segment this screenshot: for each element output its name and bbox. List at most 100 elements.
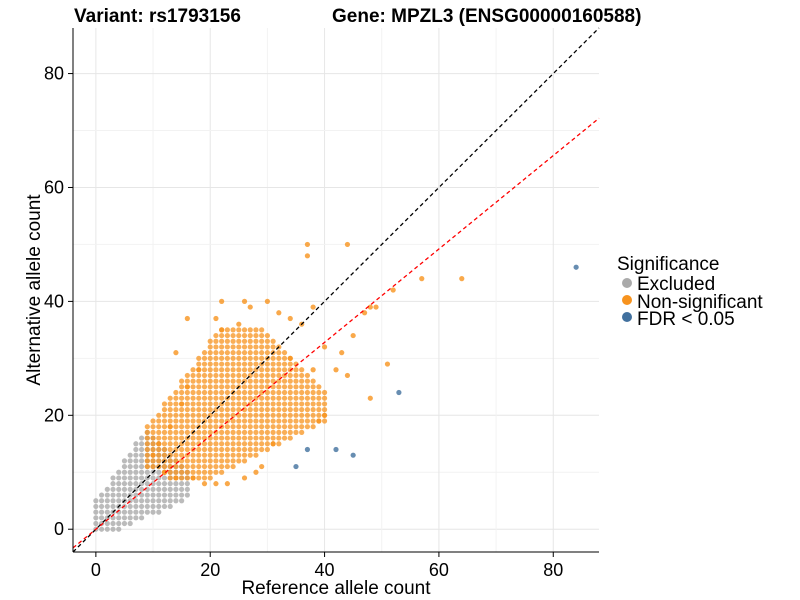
non-significant-point [236,441,242,447]
non-significant-point [213,395,219,401]
excluded-point [156,509,162,515]
excluded-point [110,475,116,481]
non-significant-point [224,435,230,441]
non-significant-point [201,372,208,379]
non-significant-point [241,384,248,390]
non-significant-point [213,350,219,356]
excluded-point [116,498,122,504]
non-significant-point [207,458,213,464]
non-significant-point [213,424,219,430]
non-significant-point [190,452,196,458]
excluded-point [98,526,105,532]
non-significant-point [196,378,202,384]
non-significant-point [241,441,248,447]
non-significant-point [276,355,282,361]
excluded-point [127,509,133,515]
non-significant-point [253,435,259,441]
non-significant-point [253,389,259,396]
non-significant-point [310,401,316,407]
non-significant-point [173,407,179,413]
non-significant-point [241,332,248,339]
non-significant-point [304,389,311,396]
non-significant-point [230,344,236,350]
non-significant-point [196,458,202,464]
non-significant-point [167,395,173,401]
non-significant-point [224,372,230,379]
non-significant-point [236,344,242,350]
non-significant-point [213,429,219,435]
non-significant-point [264,372,270,379]
non-significant-point [264,389,270,396]
non-significant-point [190,384,196,390]
non-significant-point [196,407,202,413]
non-significant-point [201,367,208,373]
non-significant-point [259,412,265,418]
non-significant-point [270,435,276,441]
excluded-point [98,498,105,504]
non-significant-point [207,389,213,396]
non-significant-point [219,407,225,413]
excluded-point [93,498,99,504]
excluded-point [184,481,190,487]
non-significant-point [196,372,202,379]
non-significant-point [281,429,288,435]
non-significant-point [144,446,150,453]
non-significant-point [230,355,236,361]
non-significant-point [270,338,276,344]
non-significant-point [259,446,265,453]
non-significant-point [264,361,270,367]
non-significant-point [236,458,242,464]
fdr-point [396,389,402,396]
non-significant-point [293,401,299,407]
non-significant-point [224,367,230,373]
non-significant-point [259,378,265,384]
non-significant-point [201,378,208,384]
y-axis-title: Alternative allele count [24,194,45,386]
non-significant-point [259,332,265,339]
non-significant-point [201,429,208,435]
non-significant-point [184,424,190,430]
non-significant-point [196,384,202,390]
non-significant-point [230,446,236,453]
non-significant-point [219,469,225,475]
non-significant-point [299,395,305,401]
non-significant-point [201,424,208,430]
non-significant-point [270,441,276,447]
non-significant-point [276,384,282,390]
excluded-point [150,492,156,498]
legend-label-fdr: FDR < 0.05 [637,309,735,330]
non-significant-point [144,458,150,464]
excluded-point [127,463,133,470]
non-significant-point [384,361,391,367]
non-significant-point [213,441,219,447]
non-significant-point [247,332,253,339]
non-significant-point [230,452,236,458]
non-significant-point [247,338,253,344]
excluded-point [110,503,116,510]
non-significant-point [293,407,299,413]
non-significant-point [224,338,230,344]
non-significant-point [167,418,173,424]
excluded-point [167,498,173,504]
non-significant-point [190,412,196,418]
excluded-point [127,515,133,521]
non-significant-point [253,412,259,418]
non-significant-point [207,338,213,344]
y-tick-label: 0 [54,519,64,539]
non-significant-point [264,395,270,401]
non-significant-point [281,395,288,401]
excluded-point [173,492,179,498]
non-significant-point [253,418,259,424]
non-significant-point [156,418,162,424]
non-significant-point [310,395,316,401]
non-significant-point [236,435,242,441]
non-significant-point [190,463,196,470]
non-significant-point [253,446,259,453]
non-significant-point [264,407,270,413]
non-significant-point [367,304,373,310]
non-significant-point [299,401,305,407]
excluded-point [139,475,145,481]
non-significant-point [207,378,213,384]
excluded-point [116,486,122,492]
non-significant-point [224,481,230,487]
